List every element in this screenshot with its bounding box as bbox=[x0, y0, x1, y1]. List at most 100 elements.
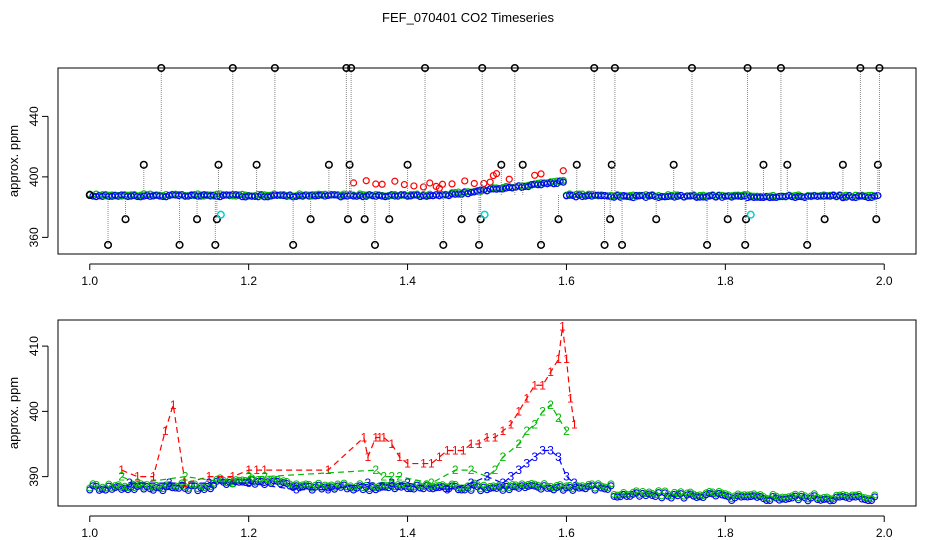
series-point-label: 1 bbox=[376, 430, 383, 444]
series-point-label: 1 bbox=[404, 457, 411, 471]
series-point-label: 2 bbox=[531, 417, 538, 431]
x-tick-label: 1.8 bbox=[717, 526, 734, 540]
series-point-label: 2 bbox=[523, 424, 530, 438]
series-point-label: 1 bbox=[396, 450, 403, 464]
series-point-label: 1 bbox=[364, 450, 371, 464]
data-point bbox=[342, 63, 351, 73]
series-point-label: 1 bbox=[559, 320, 566, 334]
y-tick-label: 360 bbox=[27, 227, 41, 247]
x-tick-label: 2.0 bbox=[876, 274, 893, 288]
series-point-label: 1 bbox=[515, 404, 522, 418]
series-point-label: 2 bbox=[555, 411, 562, 425]
data-point bbox=[759, 160, 768, 169]
data-point bbox=[741, 215, 751, 224]
series-point-label: 1 bbox=[428, 457, 435, 471]
data-point bbox=[211, 240, 220, 249]
x-tick-label: 1.2 bbox=[240, 274, 257, 288]
series-point-label: 3 bbox=[539, 444, 546, 458]
data-point bbox=[457, 215, 466, 224]
x-tick-label: 2.0 bbox=[876, 526, 893, 540]
data-point bbox=[121, 215, 130, 224]
series-point-label: 1 bbox=[162, 424, 169, 438]
data-point bbox=[856, 63, 865, 73]
series-point-label: 1 bbox=[468, 437, 475, 451]
series-point-label: 1 bbox=[170, 398, 177, 412]
data-point bbox=[104, 240, 113, 249]
y-axis-label: approx. ppm bbox=[6, 377, 21, 449]
series-point-label: 1 bbox=[150, 470, 157, 484]
series-point-label: 3 bbox=[206, 476, 213, 490]
series-point-label: 1 bbox=[444, 444, 451, 458]
series-point-label: 1 bbox=[492, 430, 499, 444]
data-point bbox=[252, 160, 261, 169]
data-point bbox=[214, 160, 223, 169]
data-point bbox=[228, 63, 237, 73]
figure-title: FEF_070401 CO2 Timeseries bbox=[382, 10, 554, 25]
data-point bbox=[480, 210, 489, 219]
series-point-label: 1 bbox=[118, 463, 125, 477]
data-point bbox=[518, 160, 527, 169]
series-point-label: 1 bbox=[531, 378, 538, 392]
series-point-label: 1 bbox=[134, 470, 141, 484]
x-tick-label: 1.4 bbox=[399, 526, 416, 540]
plot-frame bbox=[57, 319, 917, 507]
top-scatter-panel: 1.0 1.2 1.4 1.6 1.8 2.0 360 400 440 approx. ppm bbox=[6, 63, 917, 288]
series-point-label: 3 bbox=[547, 444, 554, 458]
series-point-label: 3 bbox=[500, 476, 507, 490]
background-points bbox=[86, 474, 879, 505]
series-point-label: 1 bbox=[563, 352, 570, 366]
data-point bbox=[175, 240, 184, 249]
y-axis-label: approx. ppm bbox=[6, 125, 21, 197]
data-point bbox=[600, 240, 609, 249]
data-point bbox=[687, 63, 697, 73]
data-point bbox=[439, 240, 448, 249]
series-point-label: 3 bbox=[325, 483, 332, 497]
series-point-label: 1 bbox=[261, 463, 268, 477]
data-point bbox=[875, 63, 884, 73]
data-point bbox=[192, 215, 202, 224]
series-point-label: 1 bbox=[476, 437, 483, 451]
data-point bbox=[743, 63, 752, 73]
data-point bbox=[289, 240, 298, 249]
data-point bbox=[157, 63, 166, 73]
data-point bbox=[703, 240, 712, 249]
series-point-label: 1 bbox=[460, 444, 467, 458]
series-point-label: 1 bbox=[420, 457, 427, 471]
data-point bbox=[803, 240, 812, 249]
series-point-label: 2 bbox=[468, 463, 475, 477]
series-point-label: 1 bbox=[361, 430, 368, 444]
series-point-label: 2 bbox=[182, 470, 189, 484]
data-point bbox=[360, 215, 369, 224]
series-point-label: 1 bbox=[229, 470, 236, 484]
data-point bbox=[783, 160, 792, 169]
x-tick-label: 1.6 bbox=[558, 526, 575, 540]
data-point bbox=[343, 215, 353, 224]
series-point-label: 2 bbox=[372, 463, 379, 477]
series-point-label: 2 bbox=[261, 470, 268, 484]
series-point-label: 1 bbox=[245, 463, 252, 477]
data-point bbox=[536, 240, 546, 249]
series-point-label: 3 bbox=[484, 470, 491, 484]
data-point bbox=[820, 215, 829, 224]
data-point bbox=[497, 160, 506, 169]
series-point-label: 1 bbox=[567, 391, 574, 405]
data-point bbox=[872, 215, 881, 224]
series-point-label: 2 bbox=[245, 470, 252, 484]
series-point-label: 3 bbox=[293, 483, 300, 497]
series-point-label: 3 bbox=[507, 470, 514, 484]
data-point bbox=[385, 215, 394, 224]
series-point-label: 1 bbox=[388, 437, 395, 451]
data-point bbox=[610, 63, 619, 73]
series-point-label: 2 bbox=[380, 470, 387, 484]
x-tick-label: 1.6 bbox=[558, 274, 575, 288]
series-point-label: 1 bbox=[547, 365, 554, 379]
data-point bbox=[345, 160, 354, 169]
series-point-label: 3 bbox=[444, 483, 451, 497]
data-point bbox=[403, 160, 412, 169]
series-point-label: 1 bbox=[206, 470, 213, 484]
series-point-label: 1 bbox=[555, 352, 562, 366]
y-tick-label: 400 bbox=[27, 167, 41, 187]
series-point-label: 2 bbox=[428, 476, 435, 490]
data-point bbox=[139, 160, 148, 169]
